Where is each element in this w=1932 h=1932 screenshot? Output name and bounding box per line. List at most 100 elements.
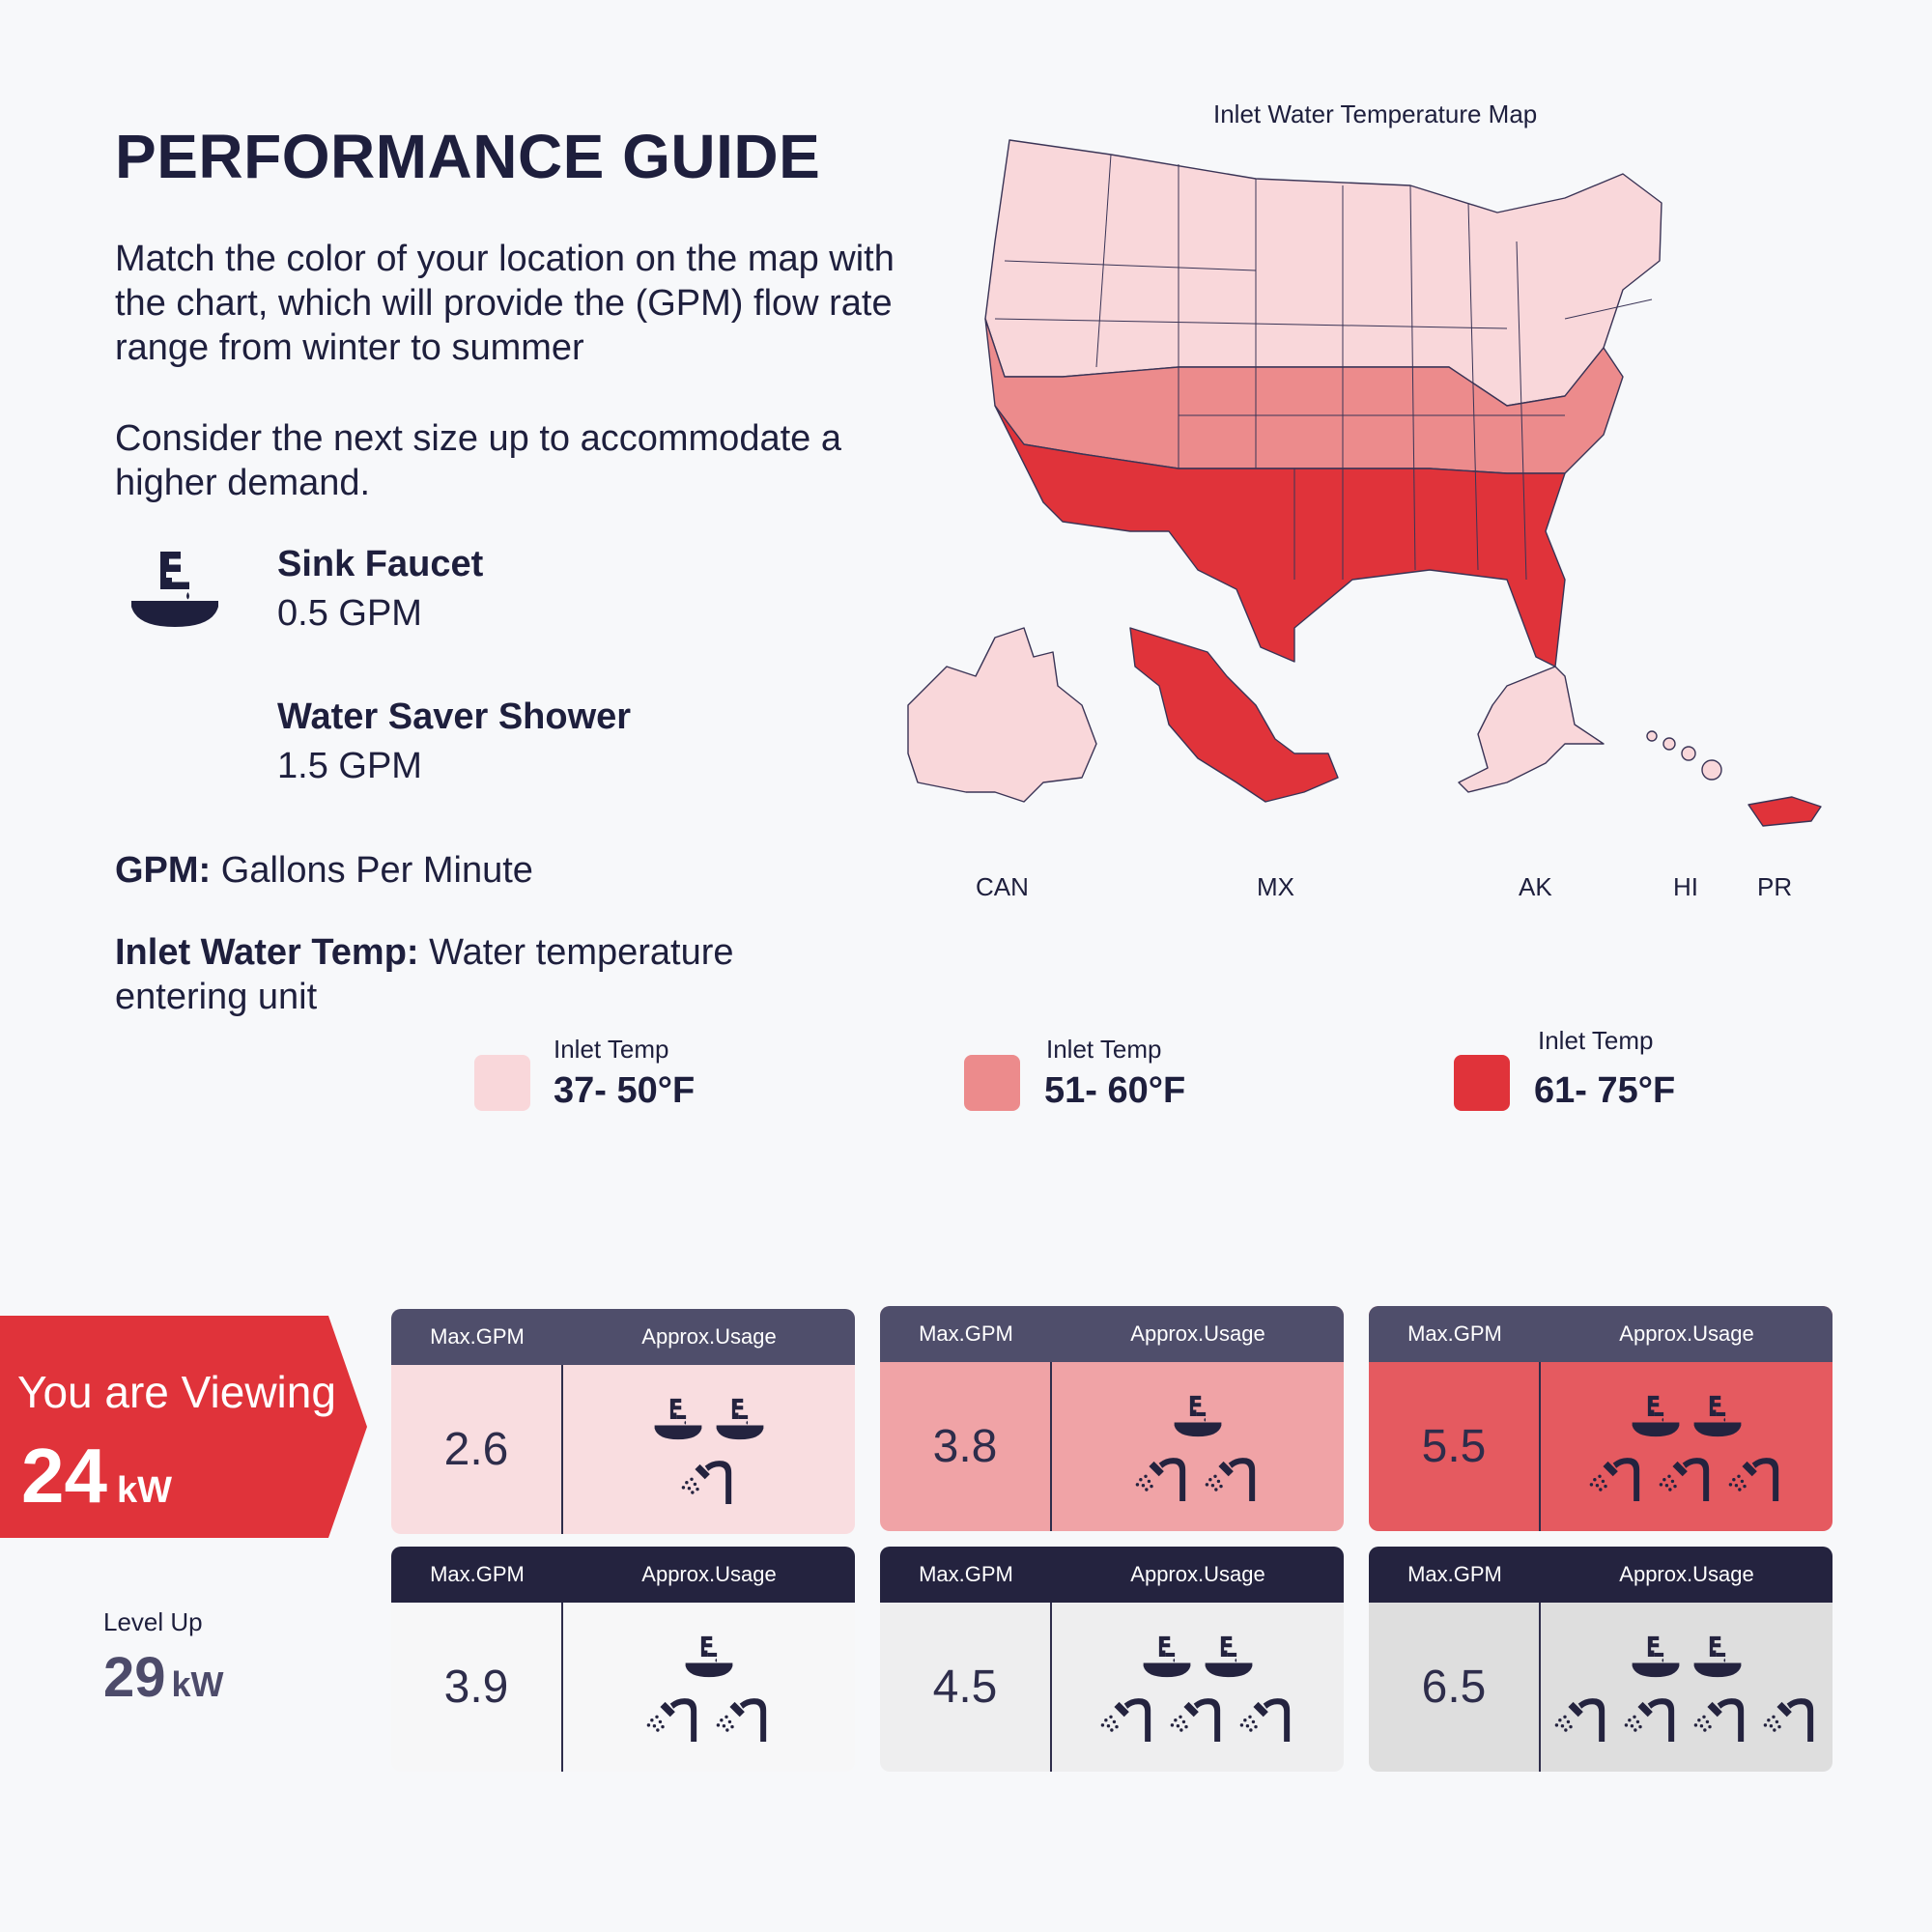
legend-range: 37- 50°F <box>554 1070 696 1111</box>
viewing-kw-unit: kW <box>116 1470 172 1511</box>
shower-flow: 1.5 GPM <box>277 746 422 786</box>
approx-usage-icons <box>563 1603 855 1772</box>
max-gpm-value: 3.9 <box>391 1603 563 1772</box>
sink-faucet-name: Sink Faucet <box>277 544 484 584</box>
header-approx-usage: Approx.Usage <box>1619 1321 1754 1346</box>
usage-card: Max.GPM Approx.Usage 6.5 <box>1369 1547 1833 1772</box>
sink-faucet-info: Sink Faucet 0.5 GPM <box>277 544 483 635</box>
approx-usage-icons <box>1052 1603 1344 1772</box>
viewing-kw: 24 kW <box>21 1432 172 1520</box>
card-body: 2.6 <box>391 1365 855 1534</box>
card-body: 5.5 <box>1369 1362 1833 1531</box>
card-header: Max.GPM Approx.Usage <box>1369 1547 1833 1603</box>
sink-faucet-icon <box>1204 1632 1254 1682</box>
max-gpm-value: 4.5 <box>880 1603 1052 1772</box>
region-label-pr: PR <box>1757 872 1793 901</box>
region-label-ak: AK <box>1519 872 1552 901</box>
shower-icon-row <box>1553 1691 1820 1746</box>
sink-faucet-icon <box>128 543 221 636</box>
sink-icon-row <box>684 1630 734 1684</box>
sink-faucet-icon <box>1692 1632 1743 1682</box>
header-max-gpm: Max.GPM <box>919 1321 1013 1346</box>
intro-paragraph: Match the color of your location on the … <box>115 239 895 368</box>
region-label-mx: MX <box>1257 872 1294 901</box>
card-body: 3.9 <box>391 1603 855 1772</box>
card-body: 6.5 <box>1369 1603 1833 1772</box>
level-up-kw[interactable]: 29 kW <box>103 1645 224 1710</box>
level-up-kw-unit: kW <box>171 1664 224 1704</box>
shower-icon <box>1134 1451 1192 1505</box>
header-approx-usage: Approx.Usage <box>641 1324 777 1349</box>
gpm-text: Gallons Per Minute <box>220 850 533 891</box>
mexico-shape <box>1129 627 1339 803</box>
card-header: Max.GPM Approx.Usage <box>391 1547 855 1603</box>
sink-faucet-icon <box>1631 1391 1681 1441</box>
legend-swatch-warm <box>1454 1055 1510 1111</box>
inlet-definition: Inlet Water Temp: Water temperature ente… <box>115 930 849 1019</box>
legend-range: 51- 60°F <box>1044 1070 1186 1111</box>
sink-icon-row <box>1173 1389 1223 1443</box>
card-header: Max.GPM Approx.Usage <box>880 1306 1344 1362</box>
max-gpm-value: 2.6 <box>391 1365 563 1534</box>
header-max-gpm: Max.GPM <box>430 1562 525 1586</box>
map-title: Inlet Water Temperature Map <box>1213 99 1538 128</box>
approx-usage-icons <box>563 1365 855 1534</box>
sink-icon-row <box>1631 1630 1743 1684</box>
max-gpm-value: 3.8 <box>880 1362 1052 1531</box>
legend-caption: Inlet Temp <box>554 1035 669 1064</box>
shower-icon-row <box>1588 1451 1785 1505</box>
shower-icon <box>1238 1691 1296 1746</box>
shower-icon-row <box>645 1691 773 1746</box>
shower-icon <box>1762 1691 1820 1746</box>
shower-icon <box>1727 1451 1785 1505</box>
sink-faucet-icon <box>1631 1632 1681 1682</box>
region-label-hi: HI <box>1673 872 1698 901</box>
approx-usage-icons <box>1541 1362 1833 1531</box>
sink-faucet-icon <box>1173 1391 1223 1441</box>
header-approx-usage: Approx.Usage <box>1130 1321 1265 1346</box>
approx-usage-icons <box>1541 1603 1833 1772</box>
header-max-gpm: Max.GPM <box>1407 1321 1502 1346</box>
level-up-label: Level Up <box>103 1607 203 1636</box>
alaska-shape <box>1458 666 1605 793</box>
viewing-badge: You are Viewing 24 kW <box>0 1316 367 1538</box>
sink-faucet-icon <box>653 1394 703 1444</box>
shower-icon <box>1204 1451 1262 1505</box>
canada-shape <box>907 627 1097 803</box>
temperature-map <box>907 139 1822 827</box>
shower-icon-row <box>680 1454 738 1508</box>
legend-swatch-cold <box>474 1055 530 1111</box>
shower-icon <box>1692 1691 1750 1746</box>
usage-card: Max.GPM Approx.Usage 3.8 <box>880 1306 1344 1531</box>
shower-icon <box>1099 1691 1157 1746</box>
shower-info: Water Saver Shower 1.5 GPM <box>277 696 631 787</box>
usage-card: Max.GPM Approx.Usage 4.5 <box>880 1547 1344 1772</box>
viewing-kw-value: 24 <box>21 1433 107 1519</box>
sink-icon-row <box>1142 1630 1254 1684</box>
card-header: Max.GPM Approx.Usage <box>391 1309 855 1365</box>
puerto-rico-shape <box>1747 796 1822 827</box>
hawaii-shape <box>1646 730 1722 781</box>
shower-name: Water Saver Shower <box>277 696 632 737</box>
usage-card: Max.GPM Approx.Usage 2.6 <box>391 1309 855 1534</box>
shower-icon <box>1623 1691 1681 1746</box>
level-up-kw-value: 29 <box>103 1646 166 1709</box>
header-approx-usage: Approx.Usage <box>1619 1562 1754 1586</box>
legend-caption: Inlet Temp <box>1046 1035 1162 1064</box>
usage-card: Max.GPM Approx.Usage 3.9 <box>391 1547 855 1772</box>
inlet-text: Water temperature entering unit <box>115 932 734 1017</box>
approx-usage-icons <box>1052 1362 1344 1531</box>
region-label-can: CAN <box>976 872 1029 901</box>
legend-swatch-mid <box>964 1055 1020 1111</box>
legend-caption: Inlet Temp <box>1538 1026 1654 1055</box>
header-max-gpm: Max.GPM <box>919 1562 1013 1586</box>
header-approx-usage: Approx.Usage <box>641 1562 777 1586</box>
max-gpm-value: 5.5 <box>1369 1362 1541 1531</box>
shower-icon-row <box>1099 1691 1296 1746</box>
shower-icon <box>1588 1451 1646 1505</box>
sink-faucet-flow: 0.5 GPM <box>277 593 422 634</box>
us-warm-zone <box>994 405 1566 668</box>
header-max-gpm: Max.GPM <box>430 1324 525 1349</box>
legend-range: 61- 75°F <box>1534 1070 1676 1111</box>
shower-icon <box>645 1691 703 1746</box>
